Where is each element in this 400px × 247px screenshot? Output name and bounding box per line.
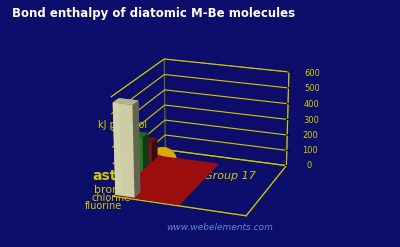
Text: kJ per mol: kJ per mol bbox=[98, 120, 147, 130]
Text: www.webelements.com: www.webelements.com bbox=[166, 223, 274, 232]
Text: Bond enthalpy of diatomic M-Be molecules: Bond enthalpy of diatomic M-Be molecules bbox=[12, 7, 295, 21]
